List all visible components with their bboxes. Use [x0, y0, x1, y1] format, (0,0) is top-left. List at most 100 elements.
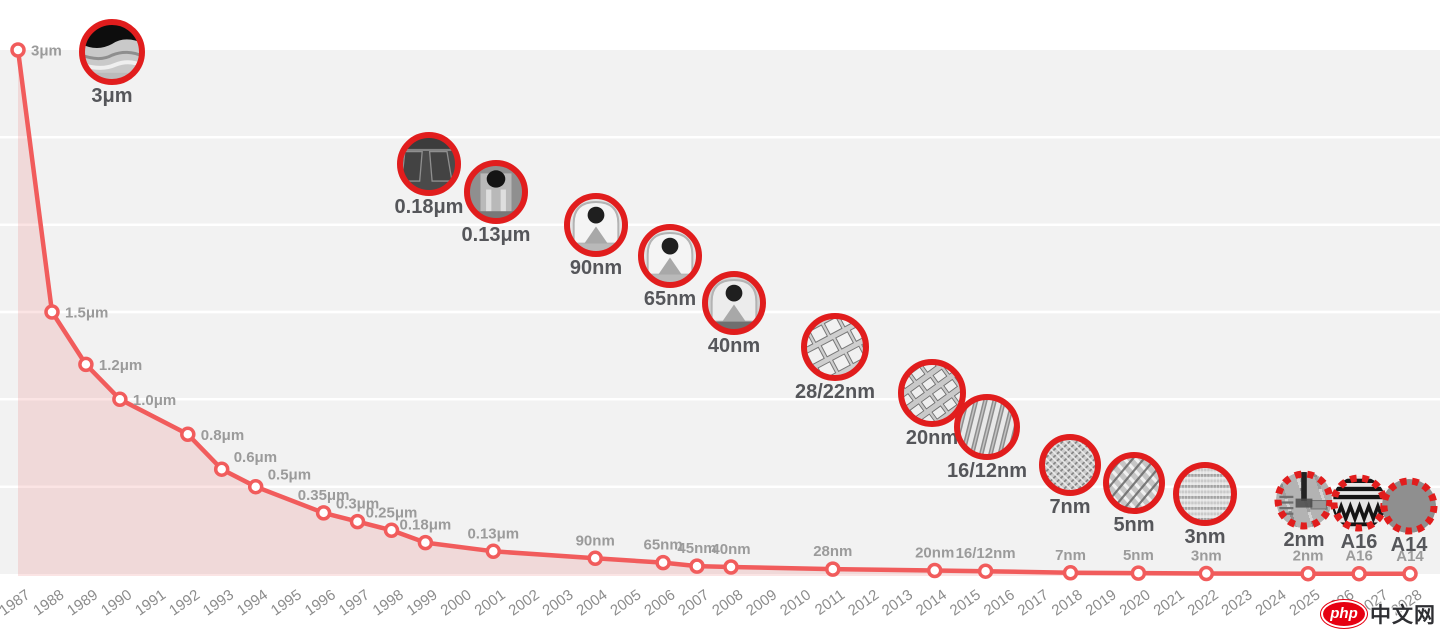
dashed-ring — [1380, 477, 1438, 535]
data-point-0.6μm[interactable] — [213, 461, 230, 477]
year-tick-1994: 1994 — [234, 586, 271, 619]
point-label: 3nm — [1191, 548, 1222, 565]
year-tick-2021: 2021 — [1151, 586, 1188, 619]
year-tick-2020: 2020 — [1117, 586, 1154, 619]
year-tick-2016: 2016 — [981, 586, 1018, 619]
solid-ring — [397, 132, 461, 196]
data-point-0.25μm[interactable] — [383, 522, 400, 539]
data-point-90nm[interactable] — [587, 550, 603, 567]
year-tick-2009: 2009 — [743, 586, 780, 619]
solid-ring — [1173, 462, 1237, 526]
year-tick-1998: 1998 — [370, 586, 407, 619]
node-badge-90nm: 90nm — [564, 193, 628, 279]
node-badge-65nm: 65nm — [638, 224, 702, 310]
node-badge-28/22nm: 28/22nm — [795, 313, 875, 403]
badge-label: A16 — [1341, 531, 1378, 553]
data-point-40nm[interactable] — [723, 559, 739, 575]
data-point-0.35μm[interactable] — [315, 505, 332, 521]
solid-ring — [464, 160, 528, 224]
year-tick-2024: 2024 — [1252, 586, 1289, 619]
data-point-0.13μm[interactable] — [485, 543, 502, 560]
badge-label: 40nm — [708, 335, 760, 357]
x-axis-year-labels: 1987198819891990199119921993199419951996… — [0, 586, 1425, 619]
data-point-0.18μm[interactable] — [417, 534, 434, 551]
badge-label: 16/12nm — [947, 460, 1027, 482]
badge-image-bars-zigzag — [1332, 476, 1386, 530]
year-tick-2013: 2013 — [879, 586, 916, 619]
badge-label: 3nm — [1184, 526, 1225, 548]
node-badge-3nm: 3nm — [1173, 462, 1237, 548]
node-badge-20nm: 20nm — [898, 359, 966, 449]
node-badge-2nm: 2nm — [1274, 470, 1334, 551]
php-logo-badge: php — [1321, 600, 1367, 628]
solid-ring — [801, 313, 869, 381]
data-point-3μm[interactable] — [10, 42, 26, 58]
node-badge-0.13μm: 0.13μm — [462, 160, 531, 246]
year-tick-1995: 1995 — [268, 586, 305, 619]
data-point-7nm[interactable] — [1062, 565, 1079, 581]
badge-label: 2nm — [1283, 529, 1324, 551]
year-tick-1989: 1989 — [64, 586, 101, 619]
year-tick-1991: 1991 — [132, 586, 169, 619]
year-tick-2000: 2000 — [438, 586, 475, 619]
point-label: 16/12nm — [956, 545, 1016, 562]
point-label: 0.25μm — [366, 504, 418, 521]
data-point-1.5μm[interactable] — [44, 304, 60, 320]
year-tick-2012: 2012 — [845, 586, 882, 619]
year-tick-1997: 1997 — [336, 586, 373, 619]
data-point-0.5μm[interactable] — [247, 478, 264, 495]
point-label: A16 — [1345, 548, 1373, 565]
year-tick-2001: 2001 — [472, 586, 509, 619]
badge-label: 28/22nm — [795, 381, 875, 403]
node-image-badges: 3μm 0.18μm 0.13μm 90nm 65nm 40nm 28/22nm 20nm 16… — [79, 19, 1438, 556]
year-tick-2017: 2017 — [1015, 586, 1052, 619]
point-label: 0.18μm — [400, 517, 452, 534]
data-point-5nm[interactable] — [1130, 565, 1147, 581]
year-tick-2010: 2010 — [777, 586, 814, 619]
node-badge-40nm: 40nm — [702, 271, 766, 357]
year-tick-2014: 2014 — [913, 586, 950, 619]
badge-label: A14 — [1391, 534, 1429, 556]
badge-label: 20nm — [906, 427, 958, 449]
data-point-28nm[interactable] — [825, 561, 841, 577]
badge-image-grain-bar — [1276, 472, 1332, 528]
point-label: 3μm — [31, 43, 62, 60]
year-tick-2019: 2019 — [1083, 586, 1120, 619]
data-point-2nm[interactable] — [1300, 565, 1316, 582]
data-point-20nm[interactable] — [926, 562, 943, 579]
data-point-0.3μm[interactable] — [349, 513, 366, 530]
data-point-16/12nm[interactable] — [977, 563, 994, 579]
data-point-1.2μm[interactable] — [78, 356, 94, 373]
badge-image-gate-dark — [465, 161, 527, 223]
point-label: 40nm — [711, 541, 750, 558]
data-point-3nm[interactable] — [1198, 565, 1215, 582]
data-point-1.0μm[interactable] — [112, 391, 128, 408]
point-label: 0.6μm — [234, 449, 277, 466]
year-tick-2023: 2023 — [1218, 586, 1255, 619]
year-tick-2008: 2008 — [709, 586, 746, 619]
data-point-45nm[interactable] — [689, 558, 705, 574]
solid-ring — [898, 359, 966, 427]
data-point-65nm[interactable] — [655, 554, 671, 571]
year-tick-1993: 1993 — [200, 586, 237, 619]
solid-ring — [1039, 434, 1101, 496]
year-tick-1988: 1988 — [30, 586, 67, 619]
point-label: 0.13μm — [467, 525, 519, 542]
year-tick-2003: 2003 — [539, 586, 576, 619]
data-point-A16[interactable] — [1351, 565, 1367, 582]
data-point-A14[interactable] — [1402, 566, 1418, 582]
point-label: 1.5μm — [65, 305, 108, 322]
solid-ring — [638, 224, 702, 288]
point-label: 45nm — [677, 540, 716, 557]
node-badge-0.18μm: 0.18μm — [395, 132, 463, 218]
badge-label: 0.13μm — [462, 224, 531, 246]
point-label: 1.2μm — [99, 357, 142, 374]
point-label: 0.8μm — [201, 427, 244, 444]
point-label: 1.0μm — [133, 392, 176, 409]
point-label: 20nm — [915, 545, 954, 562]
solid-ring — [564, 193, 628, 257]
year-tick-2005: 2005 — [607, 586, 644, 619]
year-tick-2007: 2007 — [675, 586, 712, 619]
data-point-0.8μm[interactable] — [180, 426, 196, 443]
